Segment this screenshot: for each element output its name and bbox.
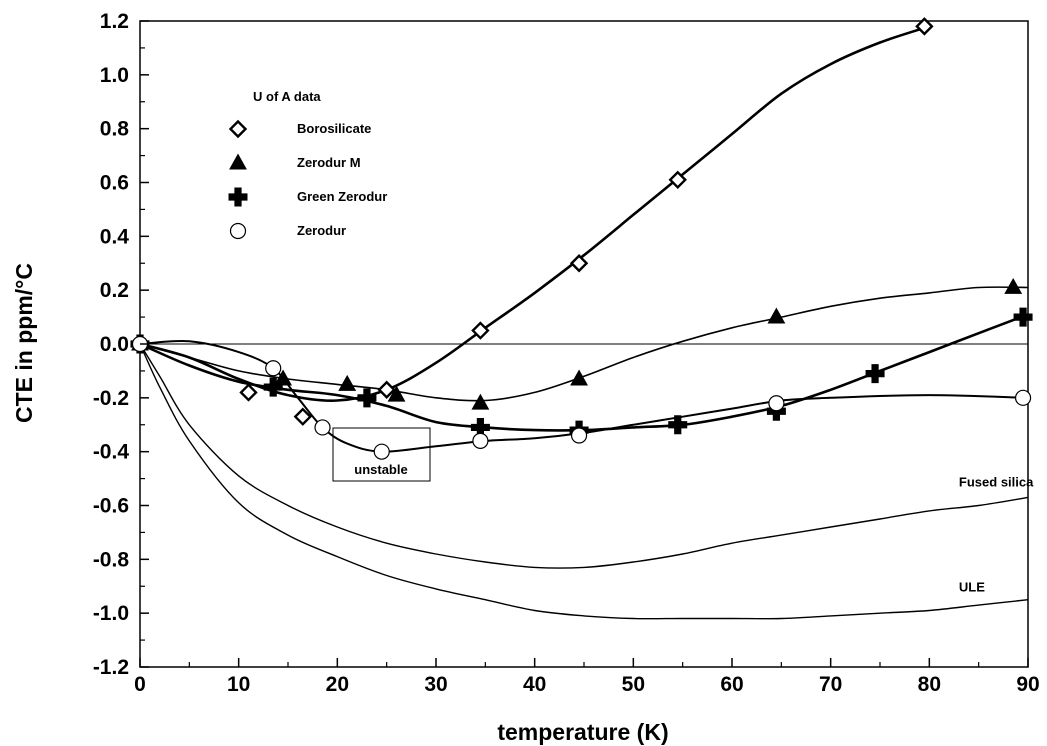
marker-zerodur-m	[1004, 277, 1023, 294]
marker-green-zerodur	[668, 415, 688, 435]
annotations: unstable Fused silica ULE	[332, 427, 1034, 595]
y-tick-label: 0.4	[100, 225, 130, 248]
marker-borosilicate	[569, 254, 589, 273]
marker-zerodur	[373, 443, 390, 460]
marker-zerodur-m	[570, 369, 588, 386]
y-tick-label: 0.2	[100, 279, 129, 302]
marker-zerodur-m	[274, 369, 292, 386]
series-line-borosilicate	[139, 25, 930, 402]
legend-label-borosilicate: Borosilicate	[297, 121, 371, 136]
y-tick-label: -1.0	[93, 602, 129, 625]
marker-zerodur	[314, 419, 331, 436]
marker-borosilicate	[915, 17, 934, 36]
legend-label-zerodur: Zerodur	[297, 223, 346, 238]
legend-marker-zerodur	[229, 222, 247, 240]
series-line-fused-silica	[139, 343, 1029, 569]
marker-zerodur-m	[387, 385, 406, 402]
y-tick-label: -0.4	[93, 441, 130, 464]
x-tick-label: 40	[523, 673, 546, 696]
x-tick-label: 90	[1016, 673, 1039, 696]
x-axis-title: temperature (K)	[497, 719, 668, 745]
marker-borosilicate	[239, 383, 258, 402]
marker-borosilicate	[668, 170, 687, 190]
marker-borosilicate	[293, 407, 312, 426]
annotation-box-unstable	[332, 427, 431, 482]
marker-green-zerodur	[865, 364, 885, 384]
marker-green-zerodur	[1013, 307, 1033, 327]
axis-ticks: -1.2 -1.0 -0.8 -0.6 -0.4 -0.2 0.0 0.2 0.4 0.6 0.8 1…	[93, 10, 1040, 696]
x-tick-label: 80	[918, 673, 941, 696]
legend-marker-borosilicate	[228, 119, 248, 139]
series-line-ule	[139, 343, 1029, 620]
y-tick-label: -0.6	[93, 495, 129, 518]
x-tick-label: 50	[622, 673, 645, 696]
marker-green-zerodur	[263, 377, 283, 397]
x-tick-label: 30	[424, 673, 447, 696]
marker-borosilicate	[377, 380, 396, 399]
x-tick-label: 20	[326, 673, 349, 696]
marker-zerodur-m	[471, 393, 490, 410]
legend-label-green-zerodur: Green Zerodur	[297, 189, 387, 204]
marker-zerodur	[1014, 389, 1032, 406]
marker-green-zerodur	[357, 388, 377, 408]
y-tick-label: 1.2	[100, 10, 129, 33]
marker-borosilicate	[471, 321, 490, 340]
x-tick-label: 60	[720, 673, 743, 696]
marker-zerodur	[768, 395, 785, 412]
y-tick-label: 0.6	[100, 172, 129, 195]
legend-marker-green-zerodur	[228, 187, 248, 207]
y-axis-title: CTE in ppm/°C	[11, 263, 37, 423]
marker-zerodur-m	[338, 374, 357, 391]
y-tick-label: -1.2	[93, 656, 129, 679]
x-tick-label: 10	[227, 673, 250, 696]
marker-zerodur	[472, 432, 489, 449]
annotation-ule: ULE	[959, 580, 985, 595]
marker-zerodur	[265, 360, 282, 377]
marker-zerodur-m	[767, 307, 786, 324]
plot-frame	[139, 20, 1029, 668]
marker-zerodur	[570, 427, 588, 444]
y-tick-label: 0.0	[100, 333, 129, 356]
legend-title: U of A data	[253, 89, 321, 104]
annotation-fused-silica: Fused silica	[959, 475, 1034, 490]
series-markers	[130, 17, 1033, 460]
marker-green-zerodur	[470, 417, 490, 437]
x-tick-label: 0	[134, 673, 146, 696]
y-tick-label: 0.8	[100, 118, 130, 141]
legend-marker-zerodur-m	[229, 153, 247, 170]
y-tick-label: 1.0	[100, 64, 129, 87]
legend: U of A data Borosilicate Zerodur M Green Z…	[228, 89, 387, 240]
series-curves	[139, 25, 1029, 620]
annotation-unstable: unstable	[354, 462, 407, 477]
x-tick-label: 70	[819, 673, 842, 696]
legend-label-zerodur-m: Zerodur M	[297, 155, 361, 170]
y-tick-label: -0.8	[93, 548, 130, 571]
y-tick-label: -0.2	[93, 387, 129, 410]
